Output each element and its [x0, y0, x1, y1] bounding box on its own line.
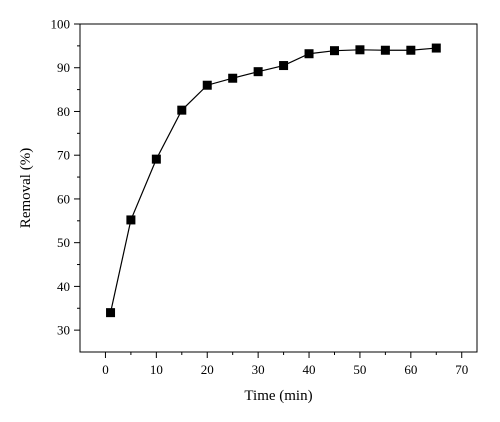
y-axis-label: Removal (%) — [18, 148, 34, 228]
y-tick-label: 50 — [57, 235, 70, 250]
x-axis-ticks: 0 10 20 30 40 50 60 70 — [102, 352, 468, 377]
data-point-square — [329, 46, 339, 56]
data-point-square — [228, 73, 238, 83]
x-tick-label: 0 — [102, 362, 109, 377]
series-line — [109, 47, 437, 313]
data-point-square — [126, 215, 136, 225]
y-axis-ticks: 30 40 50 60 70 80 90 100 — [51, 17, 80, 338]
x-tick-label: 60 — [404, 362, 417, 377]
y-tick-label: 100 — [51, 17, 71, 32]
data-point-square — [380, 45, 390, 55]
data-point-square — [202, 80, 212, 90]
x-tick-label: 30 — [252, 362, 265, 377]
data-point-square — [431, 43, 441, 53]
data-point-square — [279, 61, 289, 71]
y-tick-label: 70 — [57, 148, 70, 163]
data-point-square — [304, 49, 314, 59]
plot-area-frame — [79, 23, 478, 353]
y-tick-label: 30 — [57, 323, 70, 338]
y-tick-label: 90 — [57, 60, 70, 75]
data-point-square — [177, 105, 187, 115]
x-tick-label: 10 — [150, 362, 163, 377]
data-point-square — [406, 45, 416, 55]
series-layer — [106, 43, 441, 318]
x-axis-label: Time (min) — [244, 388, 312, 404]
data-point-square — [106, 308, 116, 318]
x-tick-label: 20 — [201, 362, 214, 377]
x-tick-label: 50 — [353, 362, 366, 377]
data-point-square — [253, 67, 263, 77]
x-tick-label: 40 — [303, 362, 316, 377]
data-point-square — [355, 45, 365, 55]
y-tick-label: 60 — [57, 191, 70, 206]
y-tick-label: 80 — [57, 104, 70, 119]
x-tick-label: 70 — [455, 362, 468, 377]
y-tick-label: 40 — [57, 279, 70, 294]
data-point-square — [151, 154, 161, 164]
